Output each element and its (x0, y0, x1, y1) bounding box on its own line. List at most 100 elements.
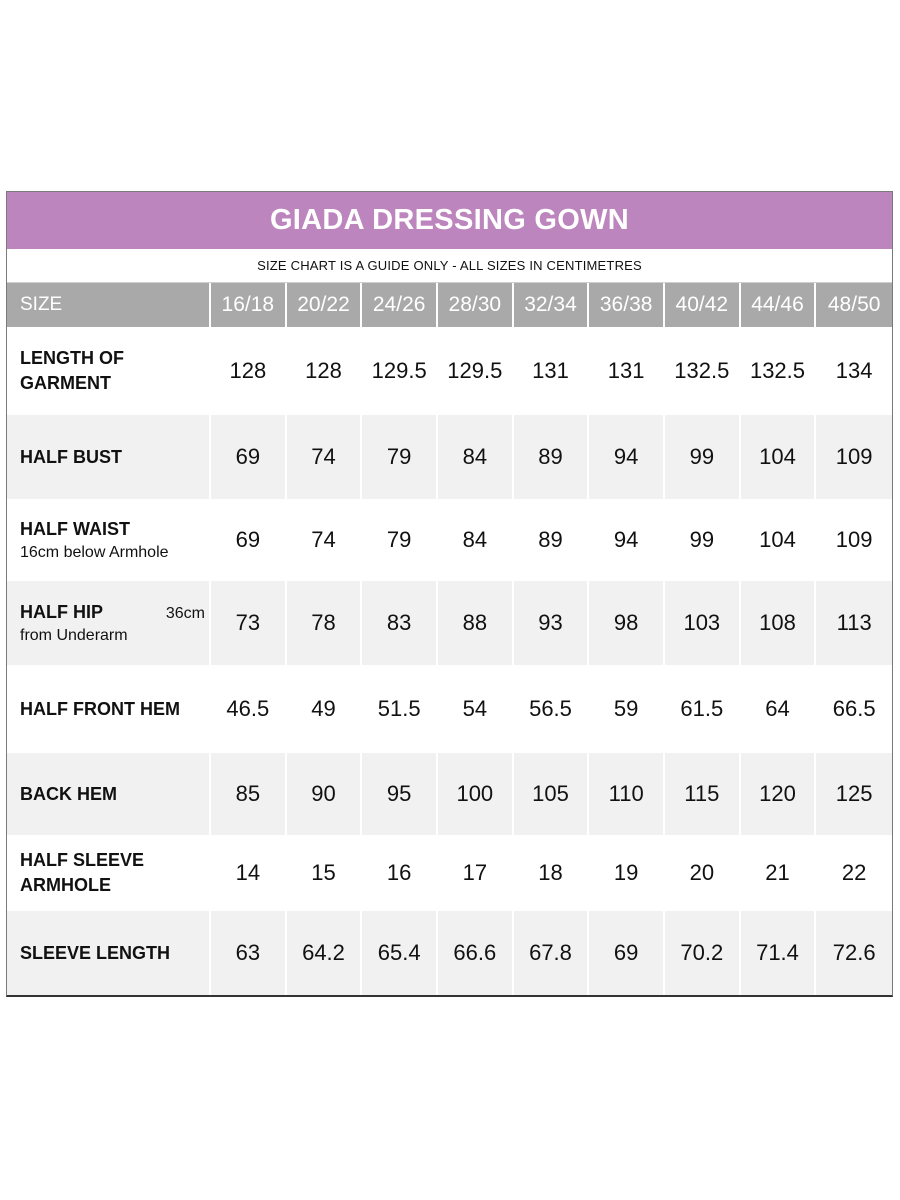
chart-subtitle: SIZE CHART IS A GUIDE ONLY - ALL SIZES I… (7, 249, 892, 283)
measurement-value: 98 (589, 581, 665, 665)
measurement-name: BACK HEM (20, 783, 117, 804)
measurement-value: 94 (589, 415, 665, 499)
measurement-value: 70.2 (664, 911, 741, 995)
measurement-value: 90 (286, 753, 363, 835)
table-row: SLEEVE LENGTH 63 64.2 65.4 66.6 67.8 69 70.2 71.… (7, 911, 892, 995)
measurement-value: 56.5 (513, 665, 590, 753)
table-row: BACK HEM 85 90 95 100 105 110 115 120 125 (7, 753, 892, 835)
measurement-name: HALF FRONT HEM (20, 698, 180, 719)
measurement-value: 100 (437, 753, 514, 835)
measurement-label: HALF WAIST 16cm below Armhole (7, 499, 211, 581)
size-header: 28/30 (437, 283, 514, 327)
size-header: 24/26 (362, 283, 438, 327)
measurement-value: 69 (211, 415, 287, 499)
table-row: HALF SLEEVE ARMHOLE 14 15 16 17 18 19 20 21 22 (7, 835, 892, 911)
measurement-name: HALF HIP (20, 601, 103, 622)
measurement-label: SLEEVE LENGTH (7, 911, 211, 995)
measurement-value: 85 (211, 753, 287, 835)
measurement-name: LENGTH OF (20, 348, 124, 368)
measurement-value: 120 (740, 753, 817, 835)
measurement-value: 64 (740, 665, 817, 753)
measurement-value: 67.8 (513, 911, 590, 995)
measurement-value: 99 (664, 499, 741, 581)
measurement-name: HALF SLEEVE (20, 850, 145, 870)
measurement-value: 17 (437, 835, 514, 911)
measurement-value: 72.6 (816, 911, 892, 995)
measurement-value: 83 (362, 581, 438, 665)
table-row: LENGTH OF GARMENT 128 128 129.5 129.5 131 131 13… (7, 327, 892, 415)
table-row: HALF WAIST 16cm below Armhole 69 74 79 84 89 94… (7, 499, 892, 581)
measurement-value: 14 (211, 835, 287, 911)
measurement-value: 93 (513, 581, 590, 665)
measurement-value: 21 (740, 835, 817, 911)
measurement-value: 131 (513, 327, 590, 415)
measurement-value: 73 (211, 581, 287, 665)
measurement-value: 109 (816, 499, 892, 581)
measurement-value: 51.5 (362, 665, 438, 753)
measurement-value: 132.5 (664, 327, 741, 415)
measurement-value: 89 (513, 499, 590, 581)
measurement-label: HALF BUST (7, 415, 211, 499)
measurement-value: 99 (664, 415, 741, 499)
size-header: 44/46 (740, 283, 817, 327)
header-row: SIZE 16/18 20/22 24/26 28/30 32/34 36/38… (7, 283, 892, 327)
measurement-value: 20 (664, 835, 741, 911)
measurement-value: 89 (513, 415, 590, 499)
measurement-value: 103 (664, 581, 741, 665)
measurement-value: 61.5 (664, 665, 741, 753)
size-header: 16/18 (211, 283, 287, 327)
measurement-value: 22 (816, 835, 892, 911)
measurement-value: 69 (589, 911, 665, 995)
measurement-value: 64.2 (286, 911, 363, 995)
measurement-value: 129.5 (362, 327, 438, 415)
chart-title: GIADA DRESSING GOWN (7, 192, 892, 249)
measurement-value: 104 (740, 415, 817, 499)
measurement-value: 108 (740, 581, 817, 665)
table-row: HALF FRONT HEM 46.5 49 51.5 54 56.5 59 61.5 64 66… (7, 665, 892, 753)
measurement-name: HALF WAIST (20, 518, 130, 539)
measurement-value: 134 (816, 327, 892, 415)
measurement-value: 79 (362, 499, 438, 581)
measurement-value: 74 (286, 415, 363, 499)
size-header: 32/34 (513, 283, 590, 327)
measurement-value: 88 (437, 581, 514, 665)
measurement-value: 19 (589, 835, 665, 911)
table-row: HALF HIP 36cm from Underarm 73 78 83 88 93 98 103… (7, 581, 892, 665)
measurement-value: 125 (816, 753, 892, 835)
measurement-value: 18 (513, 835, 590, 911)
measurement-value: 113 (816, 581, 892, 665)
measurement-label: HALF FRONT HEM (7, 665, 211, 753)
measurement-value: 15 (286, 835, 363, 911)
size-header-label: SIZE (7, 283, 211, 327)
measurement-value: 128 (211, 327, 287, 415)
measurement-value: 94 (589, 499, 665, 581)
measurement-value: 46.5 (211, 665, 287, 753)
measurement-value: 95 (362, 753, 438, 835)
measurement-name: HALF BUST (20, 446, 122, 467)
measurement-value: 71.4 (740, 911, 817, 995)
measurement-value: 132.5 (740, 327, 817, 415)
measurement-value: 129.5 (437, 327, 514, 415)
measurement-value: 84 (437, 415, 514, 499)
table-row: HALF BUST 69 74 79 84 89 94 99 104 109 (7, 415, 892, 499)
measurement-value: 16 (362, 835, 438, 911)
measurement-label: LENGTH OF GARMENT (7, 327, 211, 415)
measurement-value: 59 (589, 665, 665, 753)
measurement-value: 63 (211, 911, 287, 995)
measurement-name-line2: ARMHOLE (20, 875, 111, 895)
size-header: 40/42 (664, 283, 741, 327)
measurement-value: 66.6 (437, 911, 514, 995)
measurement-label: HALF SLEEVE ARMHOLE (7, 835, 211, 911)
measurement-value: 104 (740, 499, 817, 581)
size-header: 48/50 (816, 283, 892, 327)
measurement-value: 131 (589, 327, 665, 415)
measurement-value: 69 (211, 499, 287, 581)
measurement-value: 110 (589, 753, 665, 835)
measurement-value: 49 (286, 665, 363, 753)
measurement-value: 78 (286, 581, 363, 665)
measurement-note: from Underarm (20, 626, 128, 644)
measurement-value: 105 (513, 753, 590, 835)
size-header: 20/22 (286, 283, 363, 327)
measurement-value: 54 (437, 665, 514, 753)
size-header: 36/38 (589, 283, 665, 327)
